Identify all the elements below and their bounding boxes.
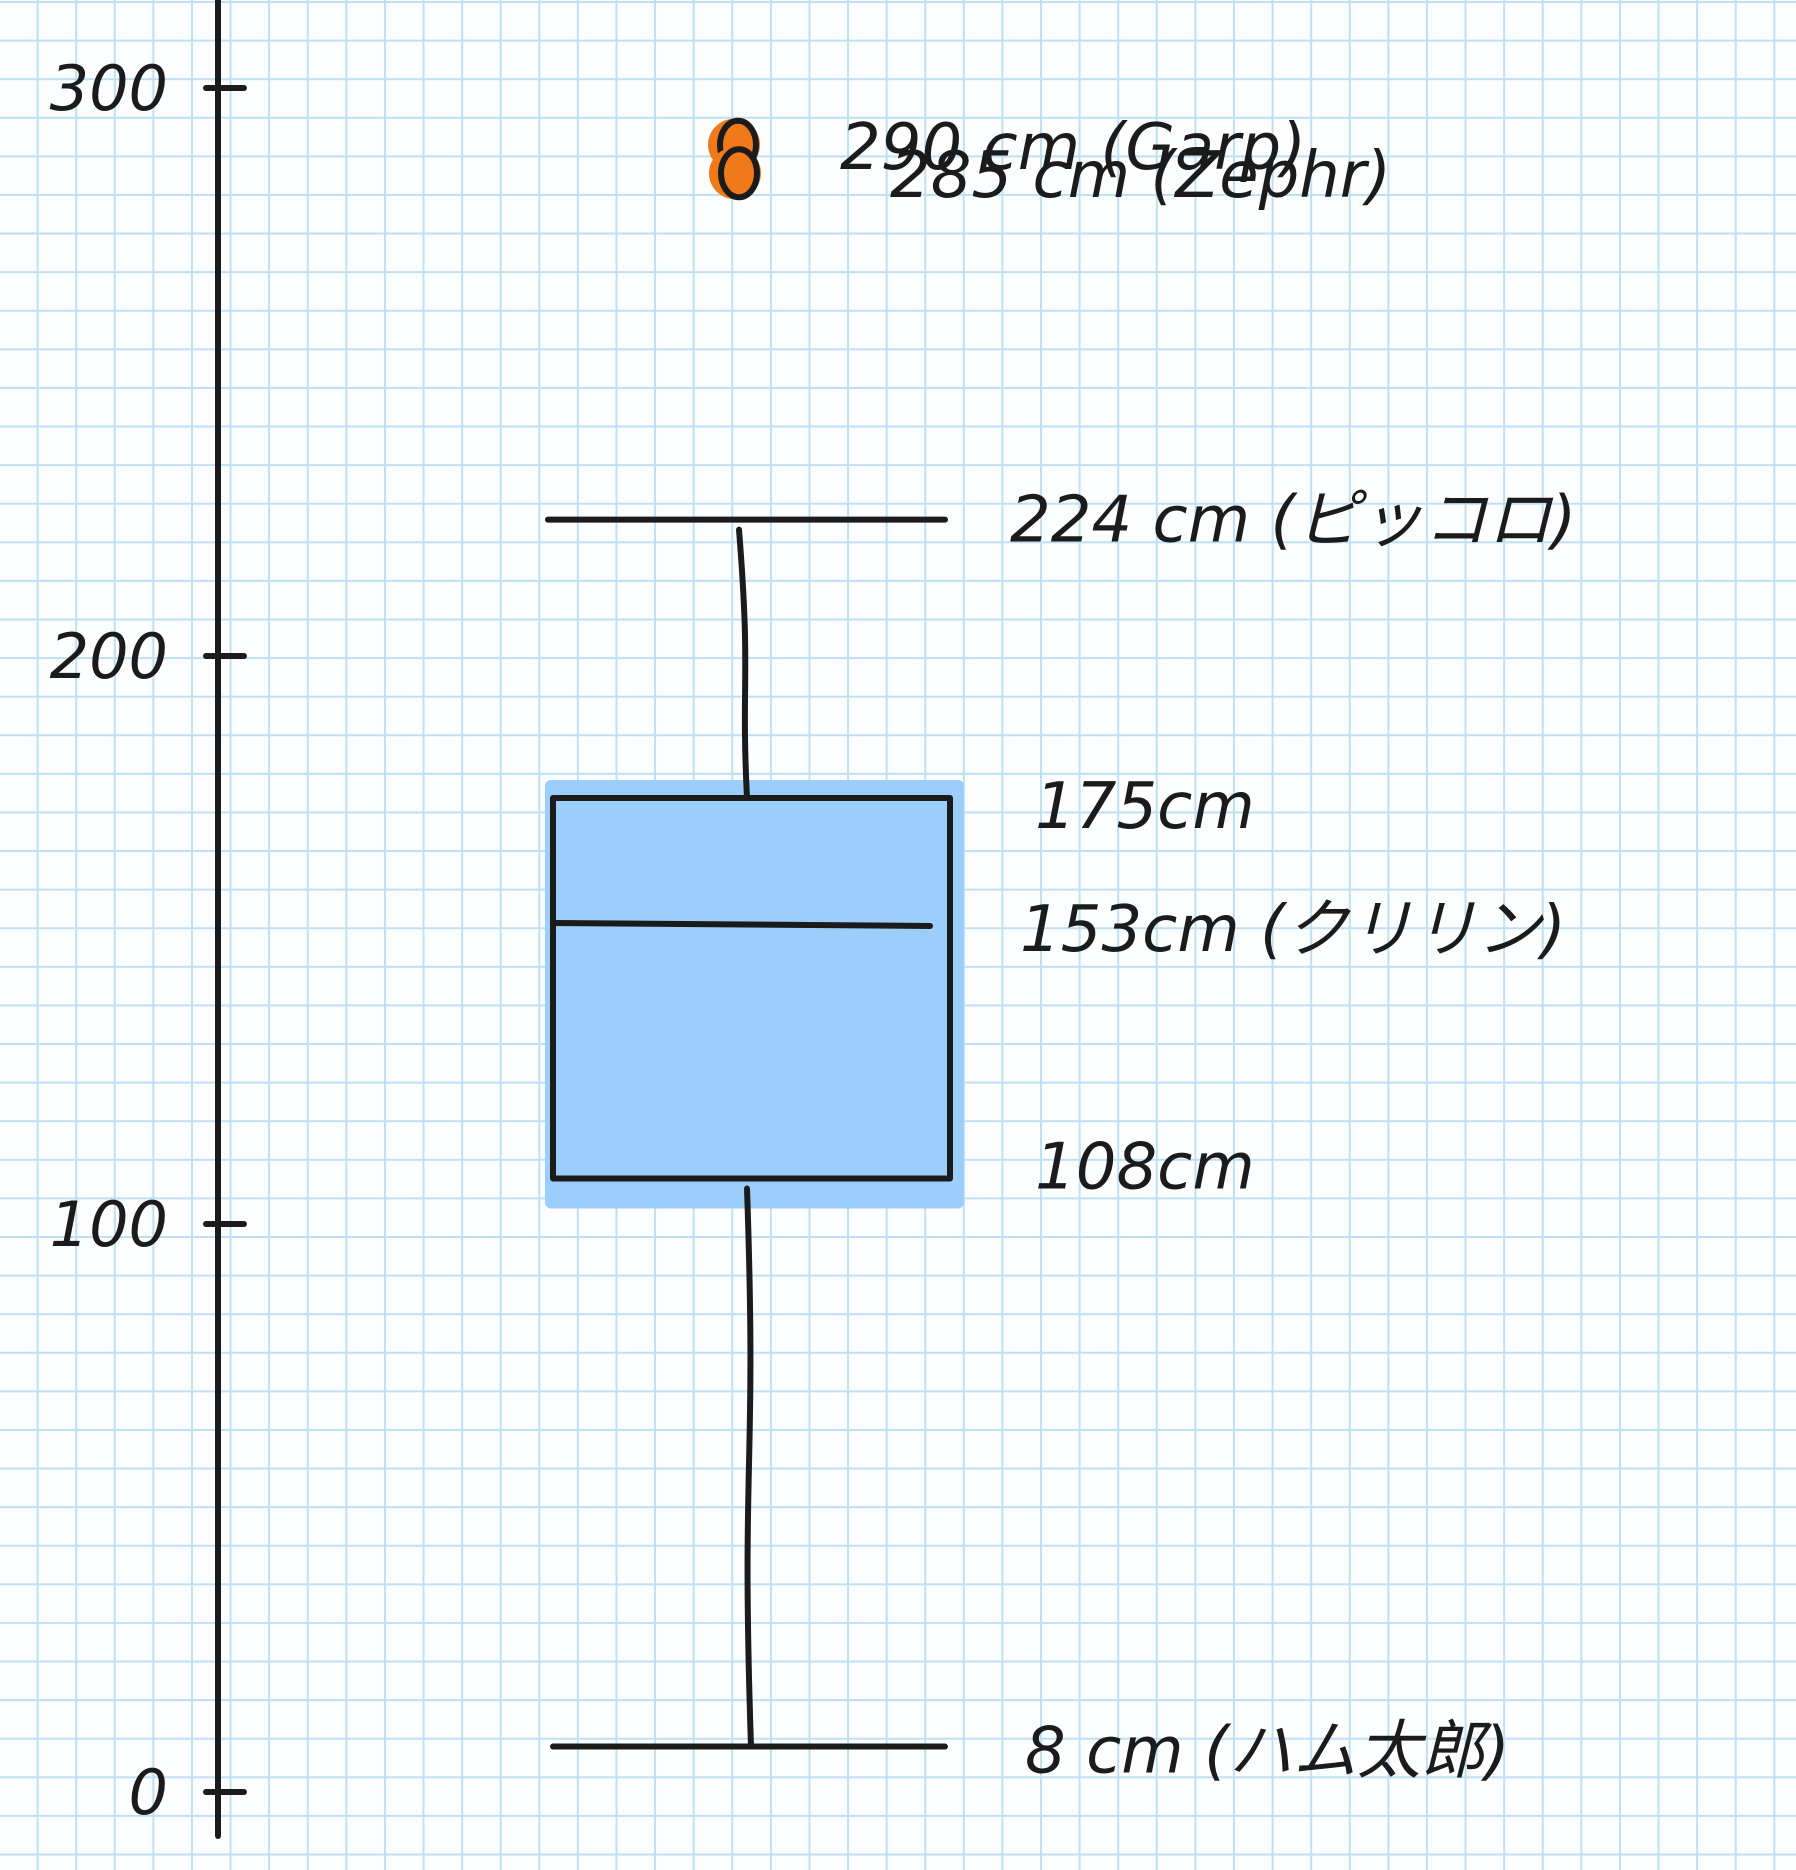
outlier-label: 285 cm (Zephr) bbox=[890, 139, 1391, 213]
y-tick-label: 0 bbox=[129, 1756, 168, 1829]
upper-whisker bbox=[736, 526, 750, 801]
outlier-label: 290 cm (Garp) bbox=[840, 111, 1306, 185]
box-fill bbox=[545, 780, 964, 1209]
q3-label: 175cm bbox=[1035, 770, 1255, 844]
y-tick-label: 200 bbox=[50, 620, 168, 693]
q1-label: 108cm bbox=[1035, 1131, 1255, 1205]
max-label: 224 cm (ピッコロ) bbox=[1010, 484, 1576, 558]
annotation-group: 290 cm (Garp)285 cm (Zephr) 224 cm (ピッコロ)… bbox=[840, 111, 1576, 1789]
box-outline bbox=[550, 795, 953, 1182]
median-label: 153cm (クリリン) bbox=[1020, 893, 1566, 967]
box-group bbox=[545, 516, 964, 1750]
min-label: 8 cm (ハム太郎) bbox=[1025, 1715, 1510, 1789]
y-axis-ticks: 0 100 200 300 bbox=[50, 52, 247, 1829]
y-tick-label: 300 bbox=[50, 52, 168, 125]
outlier-group bbox=[708, 117, 761, 201]
outlier-point bbox=[718, 146, 760, 201]
median-line bbox=[550, 919, 933, 929]
y-tick-label: 100 bbox=[50, 1188, 168, 1261]
lower-whisker bbox=[744, 1185, 754, 1750]
